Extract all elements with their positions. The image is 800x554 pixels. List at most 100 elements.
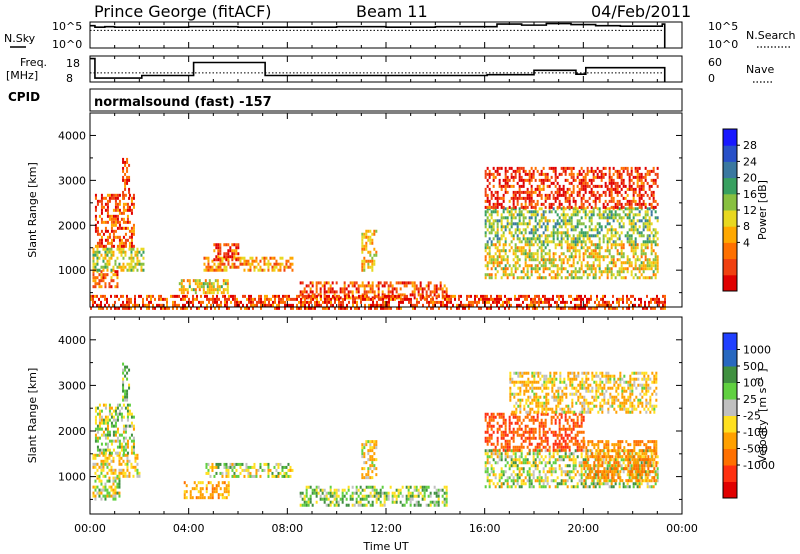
- echo-cell: [636, 175, 639, 179]
- echo-cell: [612, 273, 615, 277]
- echo-cell: [116, 247, 119, 251]
- echo-cell: [498, 455, 501, 459]
- echo-cell: [544, 485, 547, 489]
- echo-cell: [552, 270, 555, 274]
- echo-cell: [445, 488, 448, 492]
- echo-cell: [588, 264, 591, 268]
- echo-cell: [437, 491, 440, 495]
- echo-cell: [490, 225, 493, 229]
- echo-cell: [604, 205, 607, 209]
- echo-cell: [192, 294, 194, 298]
- echo-cell: [221, 481, 224, 485]
- echo-cell: [494, 169, 497, 173]
- echo-cell: [604, 216, 607, 220]
- echo-cell: [620, 231, 623, 235]
- echo-cell: [110, 453, 113, 457]
- echo-cell: [626, 294, 628, 298]
- echo-cell: [132, 303, 134, 307]
- echo-cell: [305, 491, 308, 495]
- echo-cell: [644, 255, 647, 259]
- echo-cell: [530, 243, 533, 247]
- echo-cell: [630, 187, 633, 191]
- echo-cell: [128, 300, 130, 304]
- echo-cell: [94, 214, 97, 218]
- echo-cell: [550, 240, 553, 244]
- echo-cell: [331, 281, 334, 285]
- echo-cell: [544, 210, 547, 214]
- echo-cell: [636, 166, 639, 170]
- echo-cell: [366, 294, 368, 298]
- echo-cell: [112, 229, 115, 233]
- echo-cell: [279, 471, 282, 475]
- echo-cell: [654, 172, 657, 176]
- echo-cell: [204, 282, 207, 286]
- echo-cell: [492, 178, 495, 182]
- echo-cell: [556, 294, 558, 298]
- echo-cell: [488, 473, 491, 477]
- echo-cell: [494, 461, 497, 465]
- echo-cell: [472, 300, 474, 304]
- echo-cell: [365, 244, 368, 248]
- echo-cell: [608, 172, 611, 176]
- echo-cell: [588, 240, 591, 244]
- echo-cell: [94, 279, 97, 283]
- echo-cell: [96, 268, 99, 272]
- echo-cell: [516, 473, 519, 477]
- echo-cell: [560, 202, 563, 206]
- echo-cell: [536, 267, 539, 271]
- echo-cell: [104, 276, 107, 280]
- echo-cell: [590, 190, 593, 194]
- echo-cell: [574, 228, 577, 232]
- echo-cell: [427, 503, 430, 507]
- echo-cell: [122, 244, 125, 248]
- echo-cell: [616, 193, 619, 197]
- echo-cell: [126, 208, 129, 212]
- echo-cell: [518, 184, 521, 188]
- echo-cell: [343, 281, 346, 285]
- echo-cell: [460, 300, 462, 304]
- echo-cell: [245, 465, 248, 469]
- echo-cell: [267, 262, 270, 266]
- echo-cell: [392, 297, 394, 301]
- echo-cell: [211, 490, 214, 494]
- echo-cell: [532, 231, 535, 235]
- echo-cell: [574, 306, 576, 310]
- echo-cell: [586, 234, 589, 238]
- echo-cell: [305, 503, 308, 507]
- echo-cell: [342, 303, 344, 307]
- echo-cell: [282, 300, 284, 304]
- echo-cell: [315, 281, 318, 285]
- echo-cell: [379, 281, 382, 285]
- echo-cell: [329, 491, 332, 495]
- echo-cell: [215, 490, 218, 494]
- echo-cell: [604, 300, 606, 304]
- echo-cell: [371, 265, 374, 269]
- echo-cell: [622, 225, 625, 229]
- echo-cell: [128, 471, 131, 475]
- echo-cell: [438, 294, 440, 298]
- echo-cell: [630, 249, 633, 253]
- echo-cell: [375, 446, 378, 450]
- echo-cell: [598, 231, 601, 235]
- echo-cell: [486, 252, 489, 256]
- echo-cell: [92, 250, 95, 254]
- echo-cell: [110, 442, 113, 446]
- echo-cell: [634, 252, 637, 256]
- echo-cell: [110, 494, 113, 498]
- echo-cell: [620, 216, 623, 220]
- echo-cell: [584, 207, 587, 211]
- echo-cell: [594, 255, 597, 259]
- echo-cell: [94, 433, 97, 437]
- echo-cell: [622, 205, 625, 209]
- echo-cell: [514, 249, 517, 253]
- echo-cell: [106, 471, 109, 475]
- echo-cell: [369, 443, 372, 447]
- echo-cell: [351, 503, 354, 507]
- echo-cell: [640, 261, 643, 265]
- echo-cell: [496, 303, 498, 307]
- echo-cell: [108, 250, 111, 254]
- echo-cell: [664, 300, 666, 304]
- echo-cell: [276, 306, 278, 310]
- echo-cell: [638, 234, 641, 238]
- echo-cell: [530, 267, 533, 271]
